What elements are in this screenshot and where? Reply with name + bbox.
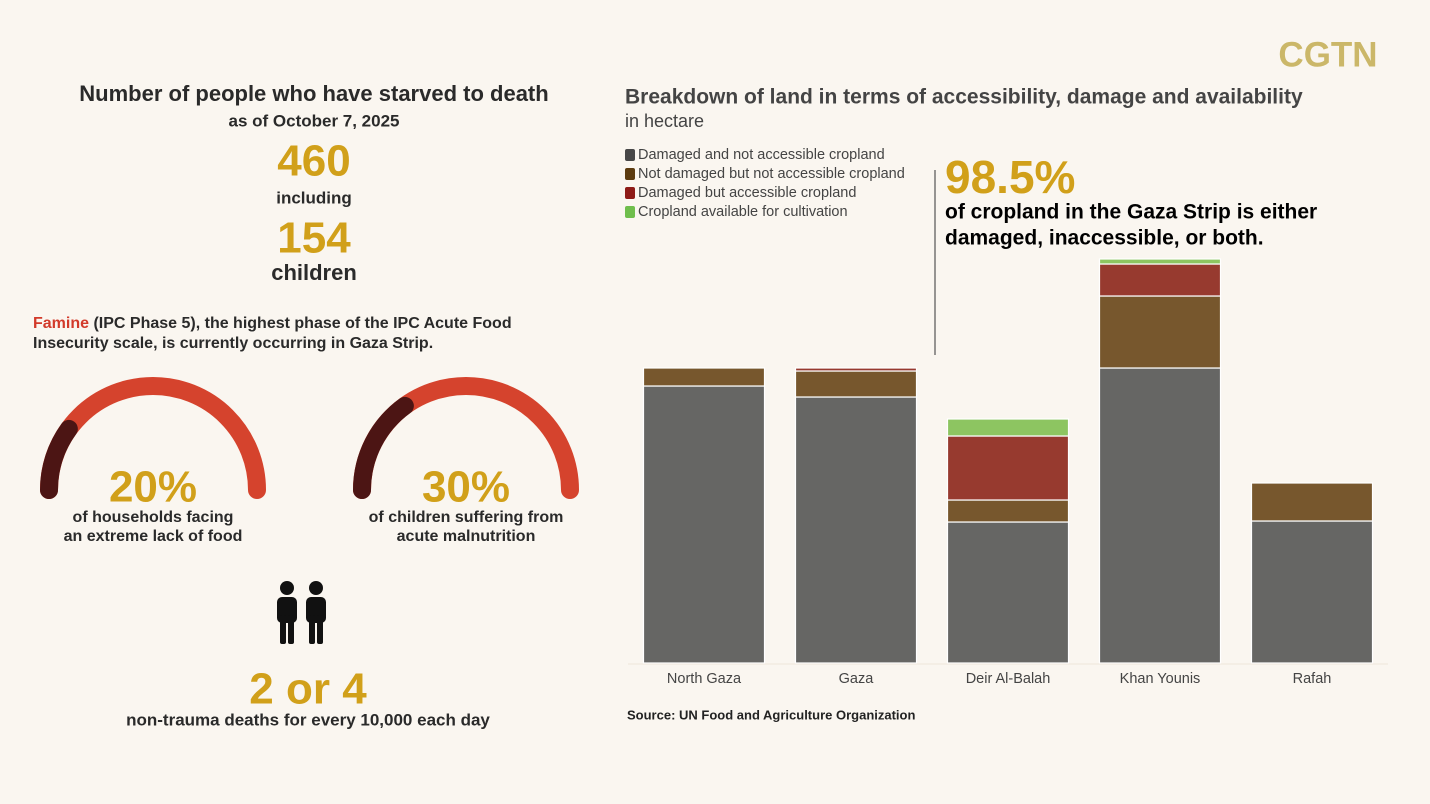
plot: Damaged and not accessible cropland Not d… — [625, 147, 1374, 687]
annotation-line-text: of cropland in the Gaza Strip is either — [945, 201, 1317, 224]
left-title: Number of people who have starved to dea… — [79, 81, 548, 106]
famine-text: Famine (IPC Phase 5), the highest phase … — [33, 315, 512, 332]
gauge-value: 30% — [422, 463, 510, 512]
gauge-caption: of children suffering from — [369, 509, 564, 526]
gauges: 20%of households facing an extreme lack o… — [40, 377, 579, 545]
legend-swatch — [625, 187, 635, 199]
famine-line: (IPC Phase 5), the highest phase of the … — [89, 315, 512, 332]
gauge-value: 20% — [109, 463, 197, 512]
x-tick-label: Gaza — [839, 671, 875, 687]
legend-label: Damaged and not accessible cropland — [638, 147, 885, 163]
bar-segment — [1098, 258, 1222, 265]
chart-title: Breakdown of land in terms of accessibil… — [625, 86, 1303, 109]
people-icon — [277, 581, 326, 644]
bar-segment — [1250, 520, 1374, 664]
famine-line: Insecurity scale, is currently occurring… — [33, 335, 433, 352]
legend-label: Cropland available for cultivation — [638, 204, 848, 220]
gauge-fill — [40, 419, 78, 499]
gauge-caption: acute malnutrition — [397, 528, 536, 545]
gauge-caption: of households facing — [73, 509, 234, 526]
deaths: 2 or 4 — [249, 665, 367, 714]
bar-segment — [794, 367, 918, 372]
stat-label: including — [276, 188, 352, 207]
chart-subtitle: in hectare — [625, 111, 704, 131]
bar-segment — [794, 396, 918, 664]
legend-label: Damaged but accessible cropland — [638, 185, 856, 201]
famine-term: Famine — [33, 315, 89, 332]
stat: 460 — [277, 137, 350, 186]
x-tick-label: North Gaza — [667, 671, 742, 687]
stat: 154 — [277, 214, 351, 263]
bar-segment — [1098, 295, 1222, 369]
bar-segment — [794, 370, 918, 398]
bar-segment — [1098, 263, 1222, 297]
source: Source: UN Food and Agriculture Organiza… — [627, 707, 915, 722]
left-subtitle: as of October 7, 2025 — [228, 111, 399, 130]
gauge-caption: an extreme lack of food — [64, 528, 243, 545]
annotation-value: 98.5% — [945, 151, 1075, 203]
legend-swatch — [625, 206, 635, 218]
legend-label: Not damaged but not accessible cropland — [638, 166, 905, 182]
x-tick-label: Rafah — [1293, 671, 1332, 687]
stat-label: children — [271, 260, 357, 285]
deaths-caption: non-trauma deaths for every 10,000 each … — [126, 710, 490, 729]
bar-segment — [642, 367, 766, 387]
annotation-line-text: damaged, inaccessible, or both. — [945, 227, 1264, 250]
bar-segment — [1250, 482, 1374, 522]
bar-segment — [642, 385, 766, 664]
bar-segment — [946, 435, 1070, 501]
legend-swatch — [625, 168, 635, 180]
logo: CGTN — [1278, 35, 1377, 74]
bar-segment — [946, 521, 1070, 664]
gauge-fill — [353, 396, 414, 499]
x-tick-label: Deir Al-Balah — [966, 671, 1051, 687]
bar-segment — [1098, 367, 1222, 664]
bar-segment — [946, 418, 1070, 437]
bar-segment — [946, 499, 1070, 523]
x-tick-label: Khan Younis — [1120, 671, 1201, 687]
legend-swatch — [625, 149, 635, 161]
